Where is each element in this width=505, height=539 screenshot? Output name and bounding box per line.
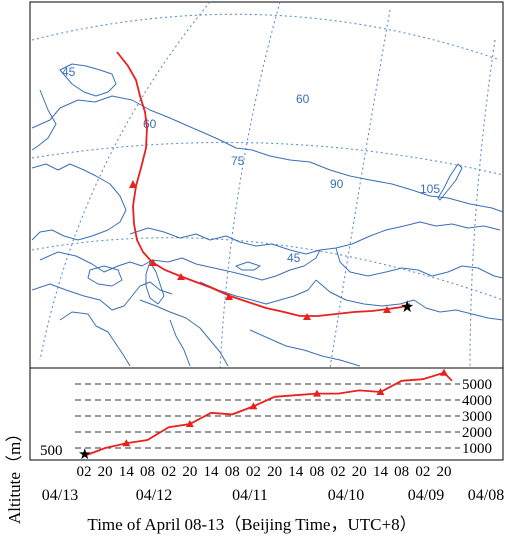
altitude-marker bbox=[376, 388, 385, 395]
graticule-latitude-arc bbox=[31, 141, 504, 176]
border-russia-kaz bbox=[129, 221, 501, 255]
trajectory-marker bbox=[303, 313, 311, 320]
x-tick-label: 20 bbox=[352, 464, 367, 480]
x-tick-label: 20 bbox=[98, 464, 113, 480]
border-central-asia bbox=[199, 279, 317, 305]
altitude-marker bbox=[440, 368, 448, 376]
x-tick-label: 14 bbox=[373, 464, 389, 480]
y-tick-label: 3000 bbox=[462, 409, 492, 425]
coastline-caspian bbox=[145, 261, 165, 305]
graticule-label: 75 bbox=[231, 154, 245, 168]
y-axis-label: Altitute（m） bbox=[5, 425, 24, 524]
lake-balkhash bbox=[235, 261, 261, 271]
graticule-label: 90 bbox=[330, 177, 344, 191]
border-middle-east bbox=[169, 319, 191, 367]
graticule-label: 45 bbox=[62, 65, 76, 79]
map-panel: 45 60 60 75 90 105 45 bbox=[29, 1, 504, 369]
date-label: 04/10 bbox=[328, 487, 364, 504]
graticule bbox=[31, 1, 504, 369]
trajectory-marker bbox=[149, 259, 157, 266]
trajectory-marker bbox=[177, 273, 185, 280]
altitude-marker bbox=[312, 389, 321, 397]
trajectory-marker bbox=[383, 306, 391, 313]
border-china-south bbox=[249, 329, 361, 367]
profile-x-tick-labels: 02 20 14 08 02 20 14 08 02 20 14 08 02 20 14 08 02 20 bbox=[77, 464, 452, 480]
graticule-label: 60 bbox=[296, 92, 310, 106]
profile-start-star-icon: ★ bbox=[78, 445, 91, 463]
border-europe bbox=[59, 311, 131, 367]
border-kazakhstan bbox=[195, 249, 321, 281]
profile-date-labels: 04/13 04/12 04/11 04/10 04/09 04/08 bbox=[42, 487, 504, 504]
border-scandinavia bbox=[59, 63, 117, 97]
altitude-line bbox=[83, 371, 453, 457]
trajectory-marker bbox=[129, 180, 137, 188]
altitude-marker bbox=[249, 402, 258, 410]
graticule-latitude-arc bbox=[31, 237, 504, 301]
date-label: 04/12 bbox=[136, 487, 172, 504]
altitude-marker bbox=[185, 420, 194, 427]
source-star-icon: ★ bbox=[400, 297, 414, 316]
border-middle-east bbox=[139, 299, 229, 367]
x-tick-label: 02 bbox=[161, 464, 176, 480]
date-label: 04/09 bbox=[408, 487, 444, 504]
border-europe bbox=[39, 251, 197, 273]
coastline-baltic bbox=[31, 163, 127, 241]
graticule-latitude-arc bbox=[31, 13, 501, 61]
x-tick-label: 08 bbox=[394, 464, 409, 480]
x-tick-label: 02 bbox=[246, 464, 261, 480]
y-tick-label: 1000 bbox=[462, 441, 492, 457]
border-europe bbox=[31, 281, 173, 311]
altitude-markers bbox=[122, 368, 448, 447]
figure-caption: Time of April 08-13（Beijing Time，UTC+8） bbox=[87, 515, 416, 534]
graticule-meridian bbox=[39, 1, 211, 361]
y-tick-label: 4000 bbox=[462, 393, 492, 409]
border-china bbox=[315, 279, 504, 321]
altitude-marker bbox=[122, 439, 131, 447]
border-scandinavia bbox=[31, 89, 57, 151]
x-tick-label: 02 bbox=[77, 464, 92, 480]
y-tick-label: 5000 bbox=[462, 377, 492, 393]
x-tick-label: 14 bbox=[288, 464, 304, 480]
x-tick-label: 20 bbox=[182, 464, 197, 480]
date-label: 04/08 bbox=[468, 487, 504, 504]
x-tick-label: 08 bbox=[225, 464, 240, 480]
x-tick-label: 20 bbox=[437, 464, 452, 480]
y-start-label: 500 bbox=[40, 443, 63, 459]
country-borders bbox=[31, 63, 504, 367]
graticule-meridian bbox=[219, 1, 281, 369]
x-tick-label: 14 bbox=[204, 464, 220, 480]
trajectory-line bbox=[116, 51, 411, 317]
x-tick-label: 02 bbox=[415, 464, 430, 480]
graticule-label: 45 bbox=[287, 251, 301, 265]
date-label: 04/13 bbox=[42, 487, 78, 504]
graticule-label: 105 bbox=[420, 182, 440, 196]
x-tick-label: 14 bbox=[119, 464, 135, 480]
x-tick-label: 08 bbox=[309, 464, 324, 480]
date-label: 04/11 bbox=[232, 487, 268, 504]
profile-frame bbox=[29, 367, 504, 461]
coastline-black-sea bbox=[87, 265, 123, 287]
graticule-meridian bbox=[329, 9, 391, 369]
border-mongolia bbox=[335, 247, 504, 279]
y-tick-label: 2000 bbox=[462, 425, 492, 441]
x-tick-label: 20 bbox=[267, 464, 282, 480]
x-tick-label: 08 bbox=[140, 464, 155, 480]
x-tick-label: 02 bbox=[331, 464, 346, 480]
lake-baikal bbox=[437, 163, 463, 201]
trajectory-marker bbox=[225, 293, 233, 300]
coastline-arctic bbox=[31, 95, 504, 213]
trajectory-markers bbox=[129, 180, 391, 320]
